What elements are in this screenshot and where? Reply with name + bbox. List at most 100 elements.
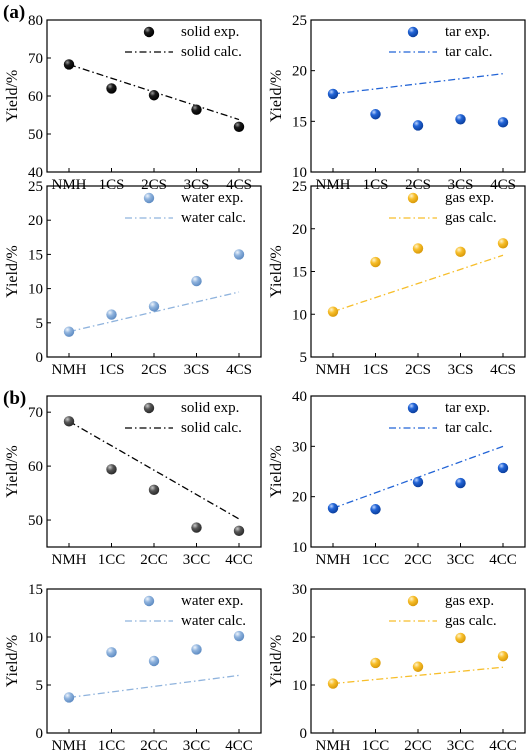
p7-y-tick-label-0: 0: [300, 726, 308, 742]
p0-y-tick-label-0: 40: [28, 165, 43, 181]
p5-x-tick-label-3: 3CC: [447, 552, 475, 568]
p1-y-tick-label-3: 25: [292, 13, 307, 29]
p6-exp-point-0: [63, 692, 75, 703]
p2-y-tick-label-2: 10: [28, 282, 43, 298]
p3-exp-point-4: [497, 238, 509, 249]
p5-y-tick-label-0: 10: [292, 540, 307, 556]
p1-y-tick-label-1: 15: [292, 114, 307, 130]
p5-y-tick-label-2: 30: [292, 439, 307, 455]
p0-y-tick-label-1: 50: [28, 127, 43, 143]
p4-x-tick-label-4: 4CC: [225, 552, 253, 568]
p1-y-tick-label-2: 20: [292, 64, 307, 80]
p0-exp-point-2: [148, 90, 160, 101]
p7-x-tick-label-2: 2CC: [404, 738, 432, 754]
p4-legend-label-exp: solid exp.: [181, 400, 239, 416]
p3-x-tick-label-0: NMH: [315, 362, 350, 378]
p3-legend-label-calc: gas calc.: [445, 210, 497, 226]
p4-exp-point-1: [106, 464, 117, 475]
p0-exp-point-0: [63, 59, 75, 70]
p0-legend-marker-exp: [143, 26, 155, 38]
p4-exp-point-0: [63, 416, 75, 427]
p6-legend-label-calc: water calc.: [181, 613, 246, 629]
p6-exp-point-4: [233, 630, 245, 642]
p2-exp-point-1: [106, 309, 117, 320]
p1-exp-point-4: [497, 117, 509, 128]
p1-exp-point-0: [327, 88, 339, 100]
p7-legend-marker-exp: [407, 595, 419, 607]
p6-legend-marker-exp: [143, 595, 155, 607]
p4-y-axis-label: Yield/%: [4, 445, 21, 497]
p6-exp-point-3: [191, 644, 202, 655]
chart-a-solid: 40 50 60 70 80 NMH 1CS 2CS 3CS 4CS Yield/% solid ex…: [4, 13, 262, 193]
chart-a-tar: 10 15 20 25 NMH 1CS 2CS 3CS 4CS Yield/% tar exp. ta…: [268, 13, 526, 193]
p5-y-tick-label-1: 20: [292, 490, 307, 506]
p3-y-tick-label-4: 25: [292, 179, 307, 195]
p7-exp-point-1: [370, 657, 381, 669]
p4-legend-marker-exp: [143, 402, 155, 414]
p2-x-tick-label-4: 4CS: [226, 362, 252, 378]
p6-x-tick-label-2: 2CC: [140, 738, 168, 754]
p2-exp-point-3: [191, 275, 202, 287]
p0-legend-label-calc: solid calc.: [181, 44, 242, 60]
p4-x-tick-label-3: 3CC: [183, 552, 211, 568]
p0-x-tick-label-3: 3CS: [184, 177, 210, 193]
p2-y-tick-label-3: 15: [28, 247, 43, 263]
p3-exp-point-0: [327, 306, 339, 317]
p3-exp-point-2: [412, 243, 424, 254]
p2-x-tick-label-2: 2CS: [141, 362, 167, 378]
p7-exp-point-4: [497, 651, 509, 662]
p7-y-tick-label-2: 20: [292, 630, 307, 646]
p6-y-tick-label-3: 15: [28, 582, 43, 598]
p1-y-tick-label-0: 10: [292, 165, 307, 181]
p0-exp-point-1: [106, 83, 117, 94]
p1-calc-line: [332, 73, 504, 95]
p4-y-tick-label-2: 70: [28, 405, 43, 421]
p7-legend-label-exp: gas exp.: [445, 593, 494, 609]
p5-exp-point-3: [455, 477, 466, 489]
p4-x-tick-label-2: 2CC: [140, 552, 168, 568]
p5-exp-point-4: [497, 462, 509, 474]
p6-x-tick-label-0: NMH: [51, 738, 86, 754]
p2-x-tick-label-1: 1CS: [99, 362, 125, 378]
p5-x-tick-label-2: 2CC: [404, 552, 432, 568]
p5-plot-frame: [310, 395, 526, 548]
panel-label-b: (b): [3, 388, 26, 409]
p7-plot-frame: [310, 588, 526, 734]
p2-exp-point-0: [63, 326, 75, 337]
p2-legend-label-calc: water calc.: [181, 210, 246, 226]
chart-b-water: 0 5 10 15 NMH 1CC 2CC 3CC 4CC Yield/% water exp. wa…: [4, 582, 262, 754]
p6-y-axis-label: Yield/%: [4, 635, 21, 687]
p3-y-tick-label-1: 10: [292, 307, 307, 323]
chart-b-gas: 0 10 20 30 NMH 1CC 2CC 3CC 4CC Yield/% gas exp. gas…: [268, 582, 526, 754]
p6-y-tick-label-2: 10: [28, 630, 43, 646]
p0-x-tick-label-0: NMH: [51, 177, 86, 193]
p4-legend-label-calc: solid calc.: [181, 420, 242, 436]
p7-exp-point-3: [455, 632, 466, 644]
chart-a-water: 0 5 10 15 20 25 NMH 1CS 2CS 3CS 4CS Yield/% water ex…: [4, 179, 262, 378]
p3-legend-label-exp: gas exp.: [445, 190, 494, 206]
p5-x-tick-label-1: 1CC: [362, 552, 390, 568]
p7-x-tick-label-3: 3CC: [447, 738, 475, 754]
p7-x-tick-label-4: 4CC: [489, 738, 517, 754]
p3-calc-line: [332, 254, 504, 313]
p0-y-tick-label-3: 70: [28, 51, 43, 67]
panel-label-a: (a): [3, 2, 25, 23]
p1-x-tick-label-2: 2CS: [405, 177, 431, 193]
p6-exp-point-2: [148, 655, 160, 667]
p7-exp-point-2: [412, 661, 424, 672]
p2-y-tick-label-5: 25: [28, 179, 43, 195]
p5-y-tick-label-3: 40: [292, 389, 307, 405]
p3-legend-marker-exp: [407, 192, 419, 204]
p4-x-tick-label-0: NMH: [51, 552, 86, 568]
p2-y-axis-label: Yield/%: [4, 245, 21, 297]
p0-legend-label-exp: solid exp.: [181, 24, 239, 40]
p6-x-tick-label-1: 1CC: [98, 738, 126, 754]
p3-exp-point-3: [455, 246, 466, 258]
p1-x-tick-label-1: 1CS: [363, 177, 389, 193]
p1-exp-point-1: [370, 109, 381, 120]
p1-y-axis-label: Yield/%: [268, 70, 285, 122]
p1-legend-label-calc: tar calc.: [445, 44, 492, 60]
p2-exp-point-2: [148, 301, 160, 312]
p5-exp-point-0: [327, 503, 339, 514]
p0-exp-point-3: [191, 104, 202, 115]
